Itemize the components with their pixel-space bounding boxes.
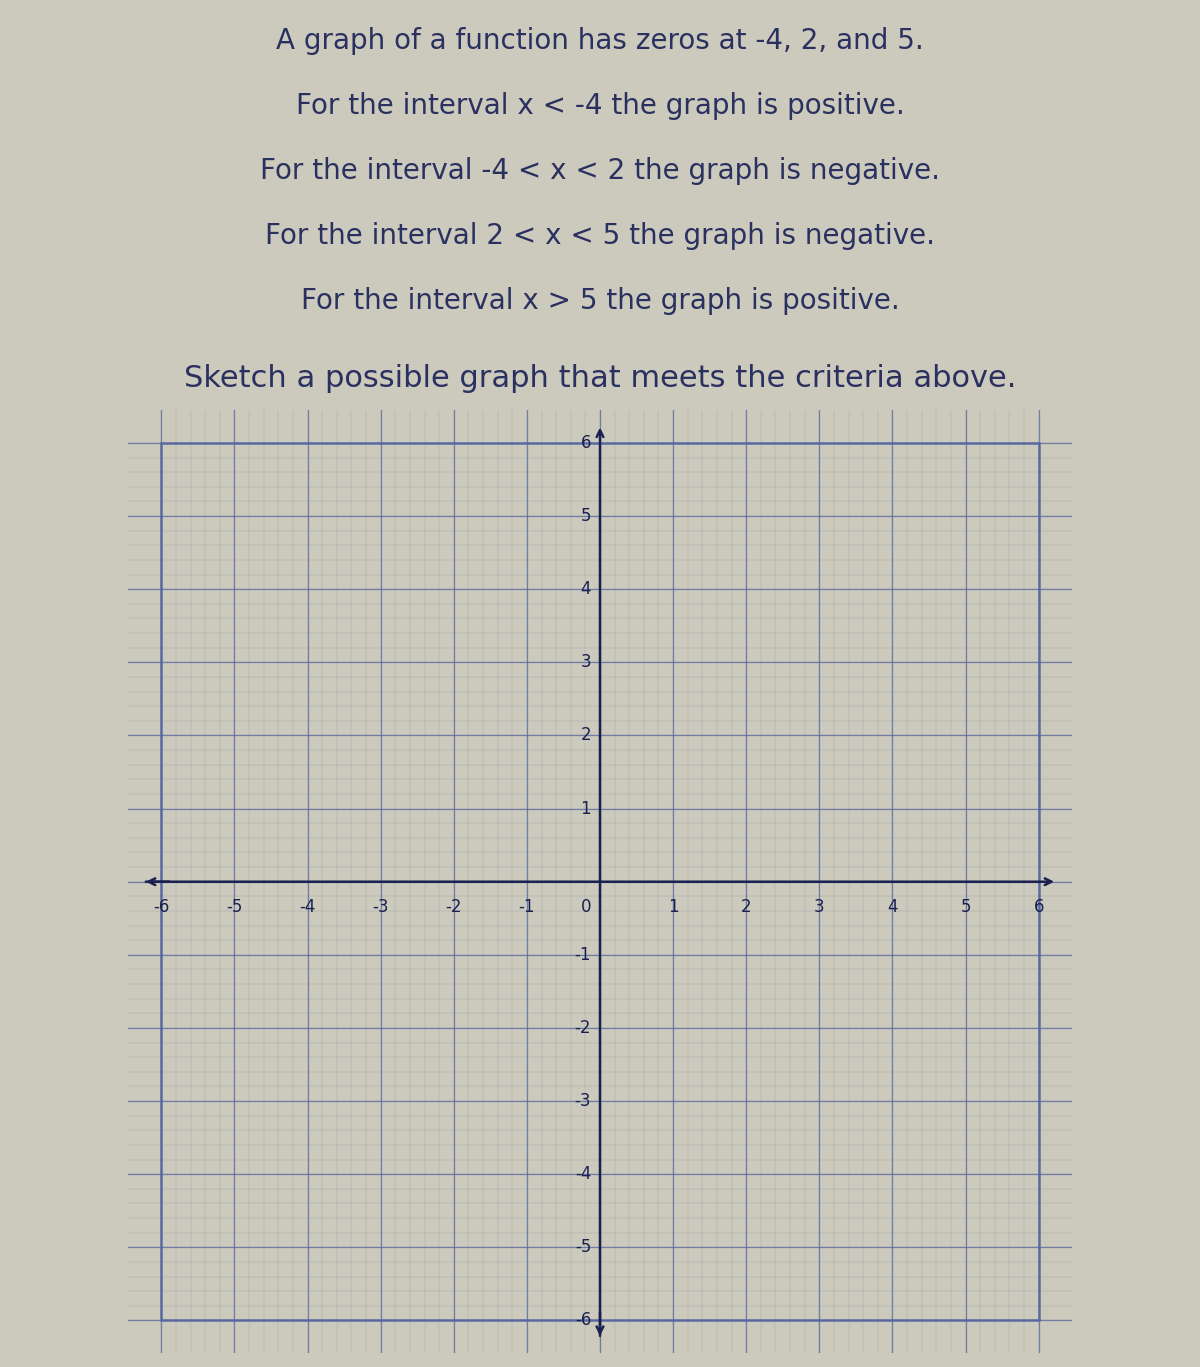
Text: -6: -6: [154, 898, 169, 916]
Text: For the interval -4 < x < 2 the graph is negative.: For the interval -4 < x < 2 the graph is…: [260, 157, 940, 185]
Text: 6: 6: [581, 433, 592, 452]
Text: 4: 4: [887, 898, 898, 916]
Text: -5: -5: [227, 898, 242, 916]
Text: 4: 4: [581, 580, 592, 599]
Text: -3: -3: [372, 898, 389, 916]
Text: For the interval x > 5 the graph is positive.: For the interval x > 5 the graph is posi…: [301, 287, 899, 314]
Text: 3: 3: [581, 653, 592, 671]
Text: -4: -4: [299, 898, 316, 916]
Text: 2: 2: [581, 726, 592, 745]
Text: -5: -5: [575, 1239, 592, 1256]
Text: -1: -1: [518, 898, 535, 916]
Text: 6: 6: [1033, 898, 1044, 916]
Text: 5: 5: [581, 507, 592, 525]
Text: -6: -6: [575, 1311, 592, 1330]
Text: 3: 3: [814, 898, 824, 916]
Text: For the interval x < -4 the graph is positive.: For the interval x < -4 the graph is pos…: [295, 92, 905, 120]
Text: 1: 1: [581, 800, 592, 817]
Text: -2: -2: [445, 898, 462, 916]
Text: -3: -3: [575, 1092, 592, 1110]
Text: -1: -1: [575, 946, 592, 964]
Text: A graph of a function has zeros at -4, 2, and 5.: A graph of a function has zeros at -4, 2…: [276, 27, 924, 55]
Text: Sketch a possible graph that meets the criteria above.: Sketch a possible graph that meets the c…: [184, 364, 1016, 392]
Text: 5: 5: [960, 898, 971, 916]
Text: -2: -2: [575, 1018, 592, 1038]
Text: 2: 2: [740, 898, 751, 916]
Text: 1: 1: [668, 898, 678, 916]
Text: 0: 0: [581, 898, 592, 916]
Text: -4: -4: [575, 1165, 592, 1184]
Text: For the interval 2 < x < 5 the graph is negative.: For the interval 2 < x < 5 the graph is …: [265, 221, 935, 250]
